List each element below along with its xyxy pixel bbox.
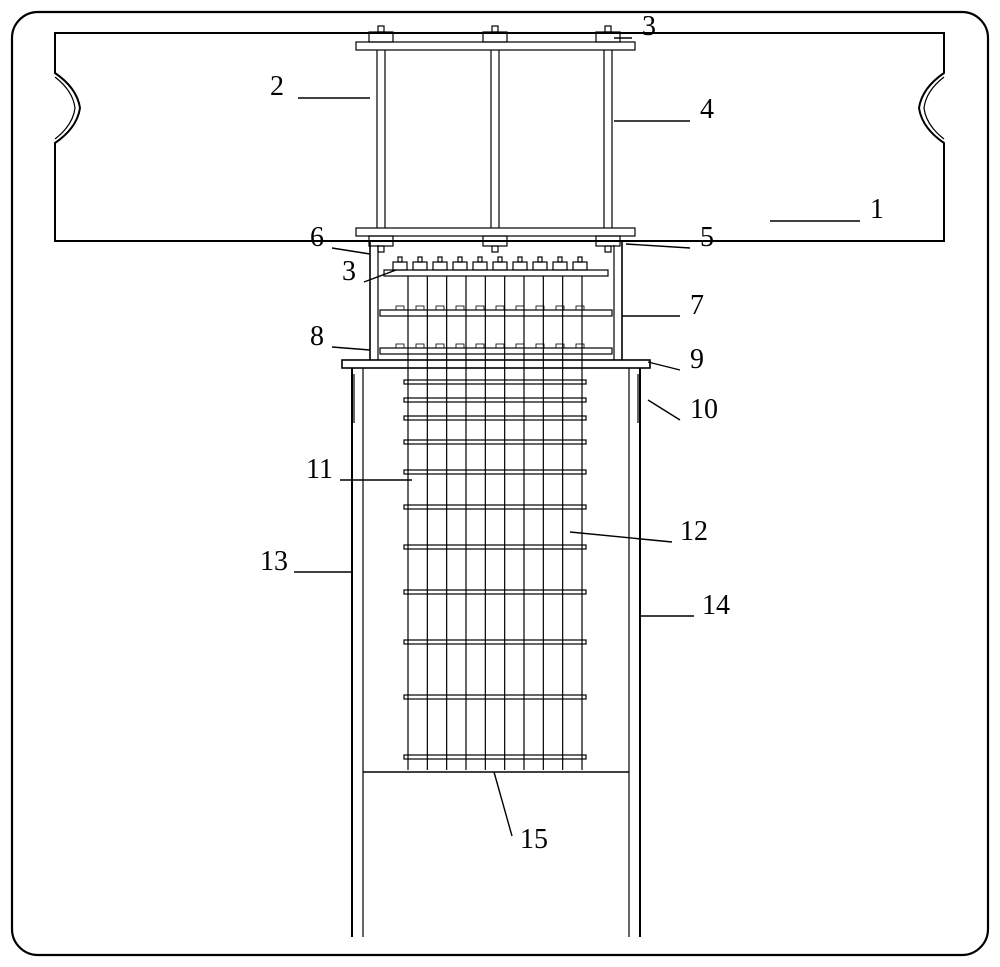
callout-label-15: 15 <box>520 824 548 856</box>
leader-line-6 <box>332 248 370 254</box>
callout-label-12: 12 <box>680 516 708 548</box>
leader-line-8 <box>332 347 370 350</box>
callout-label-1: 1 <box>870 194 884 226</box>
leader-line-12 <box>570 532 672 542</box>
callout-label-3a: 3 <box>642 11 656 43</box>
leader-line-9 <box>648 362 680 370</box>
callout-label-5: 5 <box>700 222 714 254</box>
bottom-plate <box>356 228 635 236</box>
column-cap <box>342 360 650 368</box>
callout-label-4: 4 <box>700 94 714 126</box>
callout-label-7: 7 <box>690 290 704 322</box>
engineering-diagram <box>0 0 1000 967</box>
callout-label-9: 9 <box>690 344 704 376</box>
callout-label-3b: 3 <box>342 256 356 288</box>
top-plate <box>356 42 635 50</box>
frame <box>12 12 988 955</box>
callout-label-2: 2 <box>270 71 284 103</box>
leader-line-10 <box>648 400 680 420</box>
callout-label-11: 11 <box>306 454 333 486</box>
callout-label-6: 6 <box>310 222 324 254</box>
callout-label-10: 10 <box>690 394 718 426</box>
leader-line-5 <box>626 244 690 248</box>
callout-label-14: 14 <box>702 590 730 622</box>
callout-label-8: 8 <box>310 321 324 353</box>
leader-line-15 <box>494 772 512 836</box>
callout-label-13: 13 <box>260 546 288 578</box>
